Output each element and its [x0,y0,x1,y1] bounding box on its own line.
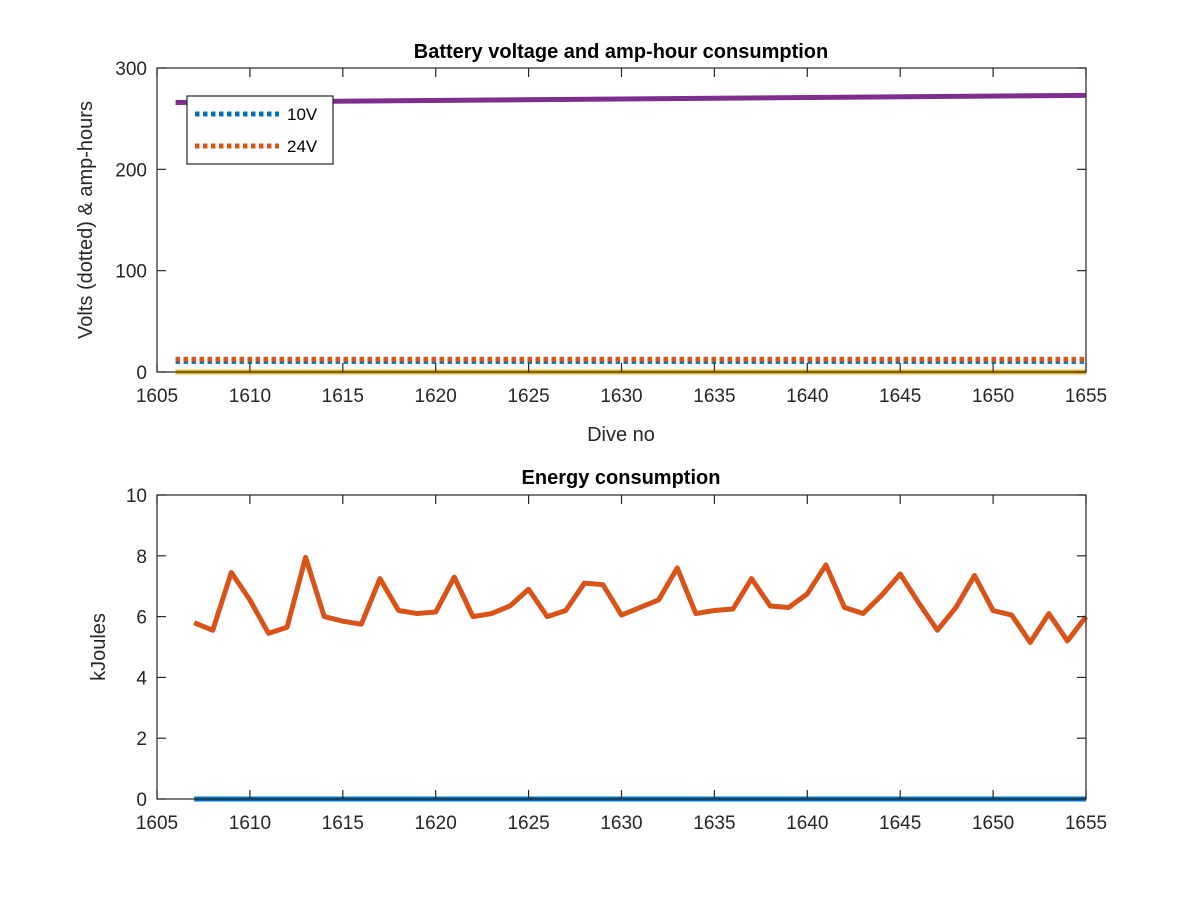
energy-panel-xtick-label: 1645 [879,813,921,834]
energy-panel-xtick-label: 1605 [136,813,178,834]
voltage-panel-ytick-label: 200 [115,160,147,181]
voltage-panel-xtick-label: 1630 [600,386,642,407]
voltage-panel-xtick-label: 1650 [972,386,1014,407]
energy-panel-series-1-line [193,554,1088,645]
energy-panel-title: Energy consumption [522,467,721,489]
energy-panel-ytick-label: 8 [136,547,147,568]
energy-panel: Energy consumption kJoules 1605 1610 1615 1… [88,467,1107,834]
energy-panel-xtick-label: 1610 [229,813,271,834]
voltage-panel-xtick-label: 1625 [507,386,549,407]
voltage-panel-legend-label-10v: 10V [287,105,318,124]
voltage-panel-xlabel: Dive no [587,424,655,446]
energy-panel-xtick-label: 1615 [322,813,364,834]
voltage-panel-ytick-label: 0 [136,363,147,384]
voltage-panel: Battery voltage and amp-hour consumption… [75,41,1107,446]
energy-panel-ylabel: kJoules [88,613,110,681]
voltage-panel-legend-box [186,95,334,165]
energy-panel-ytick-label: 4 [136,668,147,689]
energy-panel-xtick-label: 1635 [693,813,735,834]
voltage-panel-xtick-label: 1645 [879,386,921,407]
voltage-panel-xtick-label: 1655 [1065,386,1107,407]
energy-panel-ytick-label: 10 [126,486,147,507]
energy-panel-xtick-label: 1625 [507,813,549,834]
energy-panel-xtick-label: 1640 [786,813,828,834]
voltage-panel-xtick-label: 1610 [229,386,271,407]
voltage-panel-xtick-label: 1615 [322,386,364,407]
voltage-panel-ylabel: Volts (dotted) & amp-hours [75,101,97,339]
voltage-panel-legend: 10V 24V [186,95,334,165]
energy-panel-xtick-label: 1650 [972,813,1014,834]
voltage-panel-ytick-label: 100 [115,262,147,283]
voltage-panel-ytick-label: 300 [115,59,147,80]
voltage-panel-legend-label-24v: 24V [287,137,318,156]
voltage-panel-title: Battery voltage and amp-hour consumption [414,41,828,63]
voltage-panel-xtick-label: 1635 [693,386,735,407]
energy-panel-xtick-label: 1620 [415,813,457,834]
energy-panel-xtick-label: 1630 [600,813,642,834]
voltage-panel-xtick-label: 1640 [786,386,828,407]
voltage-panel-xtick-label: 1605 [136,386,178,407]
energy-panel-ytick-label: 2 [136,729,147,750]
energy-panel-ytick-label: 0 [136,790,147,811]
energy-panel-xtick-label: 1655 [1065,813,1107,834]
energy-panel-ytick-label: 6 [136,608,147,629]
voltage-panel-xtick-label: 1620 [415,386,457,407]
